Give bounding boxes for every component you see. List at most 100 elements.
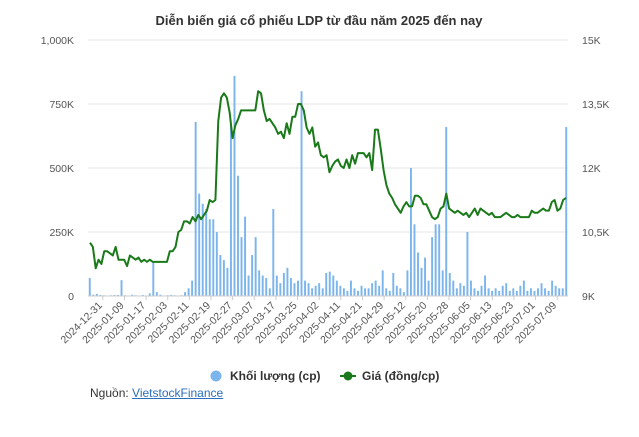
volume-bar [388, 290, 391, 296]
y-left-tick-label: 750K [49, 99, 74, 111]
volume-bar [508, 290, 511, 296]
volume-bar [413, 224, 416, 296]
volume-bar [477, 290, 479, 296]
volume-bar [565, 127, 568, 296]
volume-bar [459, 283, 462, 296]
volume-bar [441, 270, 444, 296]
volume-bar [409, 168, 412, 296]
source-prefix: Nguồn: [90, 386, 133, 400]
x-axis: 2024-12-312025-01-092025-01-172025-02-03… [58, 295, 568, 346]
volume-bar [328, 271, 331, 296]
volume-bar [402, 292, 405, 296]
legend: Khối lượng (cp) Giá (đồng/cp) [210, 369, 439, 383]
volume-bar [268, 288, 271, 296]
volume-bar [364, 288, 367, 296]
volume-bar [480, 285, 483, 296]
volume-bar [191, 280, 194, 296]
volume-bar [399, 288, 402, 296]
volume-bar [187, 288, 190, 296]
volume-bar [254, 237, 257, 296]
volume-bar [498, 290, 501, 296]
volume-bar [462, 285, 465, 296]
price-line-layer [89, 90, 567, 270]
volume-bar [445, 127, 448, 296]
volume-bar [194, 121, 197, 296]
volume-bar [300, 91, 303, 296]
volume-bar [99, 294, 102, 296]
volume-bar [494, 288, 497, 296]
volume-bar [374, 280, 377, 296]
volume-bar [307, 283, 310, 296]
volume-bar [88, 278, 91, 296]
legend-item-price[interactable]: Giá (đồng/cp) [340, 369, 439, 383]
volume-bar [198, 193, 201, 296]
volume-bar [371, 283, 374, 296]
volume-bar [212, 219, 215, 296]
legend-item-volume[interactable]: Khối lượng (cp) [210, 369, 321, 383]
volume-bar [297, 280, 299, 296]
chart-title: Diễn biến giá cổ phiếu LDP từ đầu năm 20… [155, 13, 483, 28]
volume-bar [342, 288, 345, 296]
volume-bar [424, 257, 427, 296]
volume-bar [318, 283, 321, 296]
volume-bar [357, 290, 359, 296]
volume-bar [321, 288, 324, 296]
volume-bar [473, 288, 476, 296]
volume-bar [286, 267, 289, 296]
volume-bar [491, 290, 494, 296]
volume-bar [251, 255, 254, 296]
volume-bar [219, 255, 222, 296]
volume-bar [152, 262, 155, 296]
volume-bar [360, 285, 363, 296]
volume-bar [385, 288, 388, 296]
y-right-tick-label: 15K [582, 35, 601, 47]
y-left-tick-label: 0 [68, 291, 74, 303]
legend-price-marker-icon [343, 371, 353, 381]
volume-bar [184, 292, 187, 296]
volume-bar [208, 219, 211, 296]
volume-bar [229, 124, 232, 296]
legend-price-label: Giá (đồng/cp) [362, 369, 439, 383]
volume-bar [529, 288, 532, 296]
volume-bar [261, 275, 264, 296]
y-axis-left: 0 250K 500K 750K 1,000K [41, 35, 74, 303]
y-right-tick-label: 12K [582, 163, 601, 175]
volume-bar [169, 294, 172, 296]
volume-bars [88, 75, 568, 296]
volume-bar [289, 278, 292, 296]
volume-bar [554, 285, 557, 296]
volume-bar [522, 280, 525, 296]
volume-bar [258, 270, 261, 296]
source-link[interactable]: VietstockFinance [132, 386, 224, 400]
volume-bar [392, 272, 395, 296]
volume-bar [547, 290, 550, 296]
volume-bar [131, 294, 134, 296]
volume-bar [339, 285, 342, 296]
volume-bar [558, 288, 561, 296]
volume-bar [466, 232, 469, 296]
volume-bar [272, 208, 275, 296]
y-right-tick-label: 13,5K [582, 99, 609, 111]
volume-bar [120, 280, 123, 296]
volume-bar [237, 175, 239, 296]
volume-bar [332, 275, 335, 296]
source-note: Nguồn: VietstockFinance [90, 386, 223, 400]
volume-bar [519, 285, 522, 296]
volume-bar [311, 288, 314, 296]
volume-bar [265, 278, 268, 296]
volume-bar [233, 75, 236, 296]
volume-bar [484, 275, 487, 296]
volume-bar [420, 267, 423, 296]
volume-bar [240, 237, 243, 296]
volume-bar [526, 290, 529, 296]
y-left-tick-label: 1,000K [41, 35, 74, 47]
volume-bar [431, 237, 434, 296]
volume-bar [438, 224, 441, 296]
volume-bar [113, 294, 116, 296]
volume-bar [314, 285, 317, 296]
volume-bar [222, 260, 225, 296]
volume-bar [551, 280, 554, 296]
volume-bar [533, 290, 536, 296]
